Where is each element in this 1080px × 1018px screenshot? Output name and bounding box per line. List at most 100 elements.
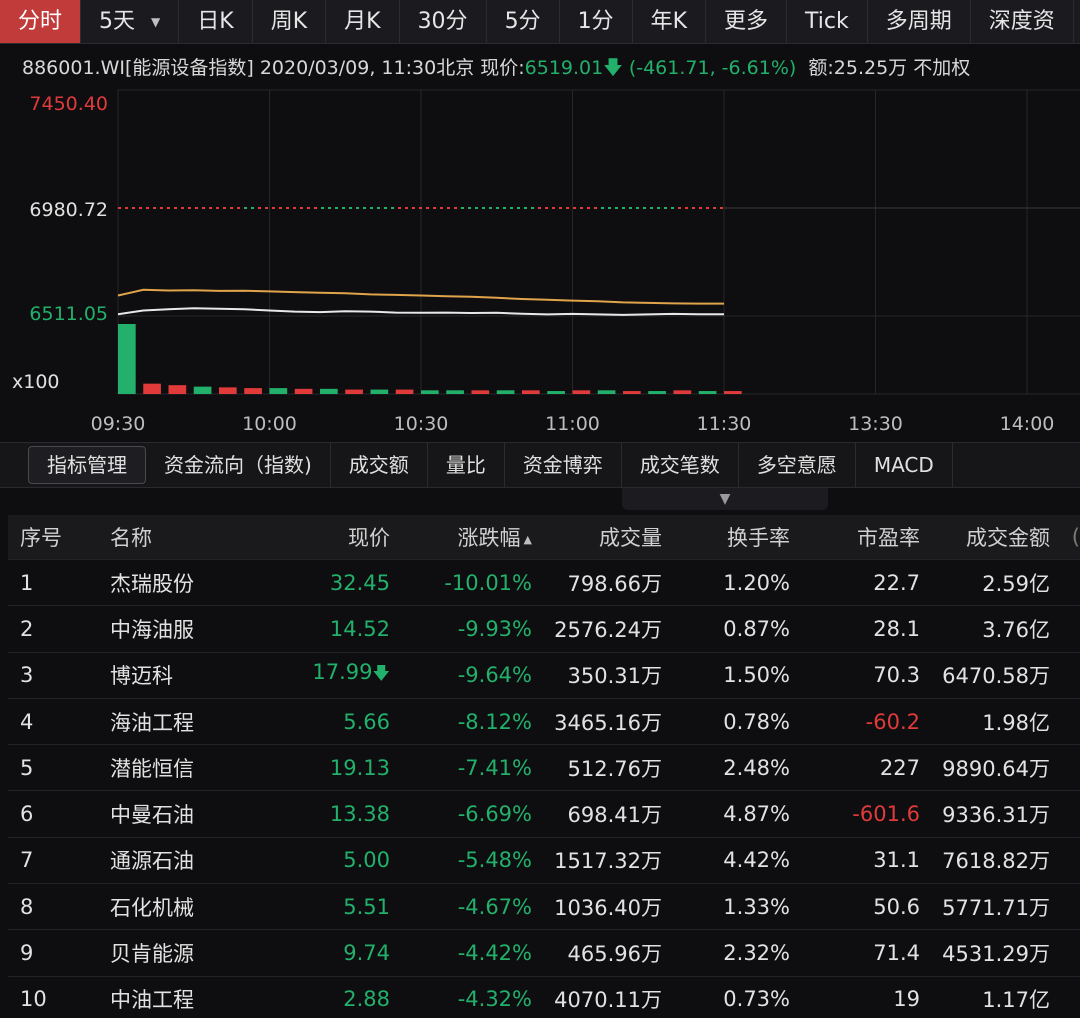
stock-name: 贝肯能源 (110, 942, 194, 967)
volume: 2576.24万 (554, 617, 662, 642)
tab-5day[interactable]: 5天 ▼ (81, 0, 180, 43)
volume-bar (193, 386, 212, 394)
prev-close-dot (545, 207, 548, 210)
header-amount[interactable]: 成交金额 (966, 526, 1050, 550)
volume: 798.66万 (567, 571, 662, 596)
table-row[interactable]: 6 中曼石油 13.38 -6.69% 698.41万 4.87% -601.6 9336.3… (8, 790, 1080, 836)
prev-close-dot (258, 207, 261, 210)
table-row[interactable]: 7 通源石油 5.00 -5.48% 1517.32万 4.42% 31.1 7618.82万 (8, 836, 1080, 883)
y-tick-label: 6980.72 (29, 199, 108, 221)
table-row[interactable]: 4 海油工程 5.66 -8.12% 3465.16万 0.78% -60.2 1.98亿 (8, 697, 1080, 744)
intraday-chart[interactable]: 7450.40 6980.72 6511.05 x100 09:30 10:00 10:3… (0, 88, 1080, 440)
indicator-manage-button[interactable]: 指标管理 (28, 446, 146, 484)
tab-turnover[interactable]: 成交额 (331, 443, 428, 487)
prev-close-dot (447, 207, 450, 210)
prev-close-dot (594, 207, 597, 210)
x-tick-label: 14:00 (1000, 413, 1055, 435)
volume-bar (522, 390, 540, 394)
tab-more[interactable]: 更多 (706, 0, 788, 43)
tab-intraday[interactable]: 分时 (0, 0, 82, 43)
trade-amount: 1.98亿 (982, 710, 1050, 735)
pe-ratio: 70.3 (873, 663, 920, 688)
turnover-amount: 额:25.25万 (808, 57, 908, 79)
tab-volume-ratio[interactable]: 量比 (428, 443, 505, 487)
row-index: 6 (20, 802, 34, 827)
prev-close-dot (328, 207, 331, 210)
avg-price-line (117, 288, 724, 305)
pe-ratio: 31.1 (873, 848, 920, 873)
header-index[interactable]: 序号 (20, 526, 62, 550)
header-turnover-rate[interactable]: 换手率 (727, 526, 790, 550)
prev-close-dot (132, 207, 135, 210)
volume-bar (623, 391, 641, 394)
header-pe[interactable]: 市盈率 (857, 526, 920, 550)
y-tick-label: 7450.40 (29, 93, 108, 115)
price-label: 现价: (480, 57, 525, 79)
prev-close-dot (636, 207, 639, 210)
volume-bar (724, 391, 742, 394)
header-change-pct[interactable]: 涨跌幅 ▲ (390, 522, 532, 552)
volume: 512.76万 (567, 756, 662, 781)
prev-close-dot (426, 207, 429, 210)
tab-fund-flow[interactable]: 资金流向（指数) (146, 443, 331, 487)
volume-bar (597, 390, 616, 394)
x-tick-label: 09:30 (91, 413, 146, 435)
tab-macd[interactable]: MACD (856, 443, 953, 487)
tab-fund-game[interactable]: 资金博弈 (505, 443, 622, 487)
volume-bar (320, 388, 338, 394)
prev-close-dot (293, 207, 296, 210)
prev-close-dot (496, 207, 499, 210)
stock-price: 2.88 (343, 987, 390, 1012)
pe-ratio: 22.7 (873, 570, 920, 595)
header-price[interactable]: 现价 (348, 526, 390, 550)
table-header: 序号 名称 现价 涨跌幅 ▲ 成交量 换手率 市盈率 成交金额 ( (8, 515, 1080, 559)
prev-close-dot (482, 207, 485, 210)
stock-price: 19.13 (329, 755, 390, 780)
tab-weekly-k[interactable]: 周K (253, 0, 327, 43)
table-row[interactable]: 1 杰瑞股份 32.45 -10.01% 798.66万 1.20% 22.7 2.59亿 (8, 559, 1080, 605)
prev-close-dot (559, 207, 562, 210)
header-name[interactable]: 名称 (110, 526, 152, 550)
header-more[interactable]: ( (1071, 525, 1080, 549)
table-row[interactable]: 2 中海油服 14.52 -9.93% 2576.24万 0.87% 28.1 3.76亿 (8, 605, 1080, 651)
volume-bar (471, 390, 490, 394)
prev-close-dot (370, 207, 373, 210)
tab-daily-k[interactable]: 日K (179, 0, 253, 43)
prev-close-dot (629, 207, 632, 210)
prev-close-dot (153, 207, 156, 210)
stock-name: 中油工程 (110, 988, 194, 1013)
tab-multi-period[interactable]: 多周期 (868, 0, 971, 43)
prev-close-dot (475, 207, 478, 210)
tab-yearly-k[interactable]: 年K (633, 0, 706, 43)
tab-30min[interactable]: 30分 (400, 0, 487, 43)
table-row[interactable]: 5 潜能恒信 19.13 -7.41% 512.76万 2.48% 227 9890.64万 (8, 744, 1080, 790)
turnover-rate: 0.87% (723, 616, 790, 641)
prev-close-dot (692, 207, 695, 210)
header-volume[interactable]: 成交量 (599, 526, 662, 550)
prev-close-dot (573, 207, 576, 210)
volume-bar (143, 383, 161, 394)
stock-price: 5.00 (343, 848, 390, 873)
trade-amount: 6470.58万 (942, 664, 1050, 689)
tab-trade-count[interactable]: 成交笔数 (622, 443, 739, 487)
stock-price: 14.52 (329, 616, 390, 641)
stock-name: 中曼石油 (110, 803, 194, 828)
sort-asc-icon: ▲ (523, 532, 532, 546)
y-tick-label: 6511.05 (29, 303, 108, 325)
tab-5day-label: 5天 (99, 9, 136, 34)
volume-bar (168, 385, 187, 394)
table-row[interactable]: 3 博迈科 17.99🡇 -9.64% 350.31万 1.50% 70.3 6470.58万 (8, 651, 1080, 698)
expand-icon[interactable]: ▼ (622, 488, 828, 510)
tab-bull-bear[interactable]: 多空意愿 (739, 443, 856, 487)
volume-bar (421, 390, 439, 394)
table-row[interactable]: 10 中油工程 2.88 -4.32% 4070.11万 0.73% 19 1.17亿 (8, 975, 1080, 1018)
table-row[interactable]: 9 贝肯能源 9.74 -4.42% 465.96万 2.32% 71.4 4531.29万 (8, 929, 1080, 975)
tab-5min[interactable]: 5分 (487, 0, 560, 43)
prev-close-dot (531, 207, 534, 210)
tab-depth[interactable]: 深度资 (971, 0, 1074, 43)
tab-monthly-k[interactable]: 月K (326, 0, 400, 43)
x-tick-label: 10:30 (394, 413, 449, 435)
table-row[interactable]: 8 石化机械 5.51 -4.67% 1036.40万 1.33% 50.6 5771.71万 (8, 883, 1080, 929)
tab-tick[interactable]: Tick (787, 0, 868, 43)
tab-1min[interactable]: 1分 (560, 0, 633, 43)
